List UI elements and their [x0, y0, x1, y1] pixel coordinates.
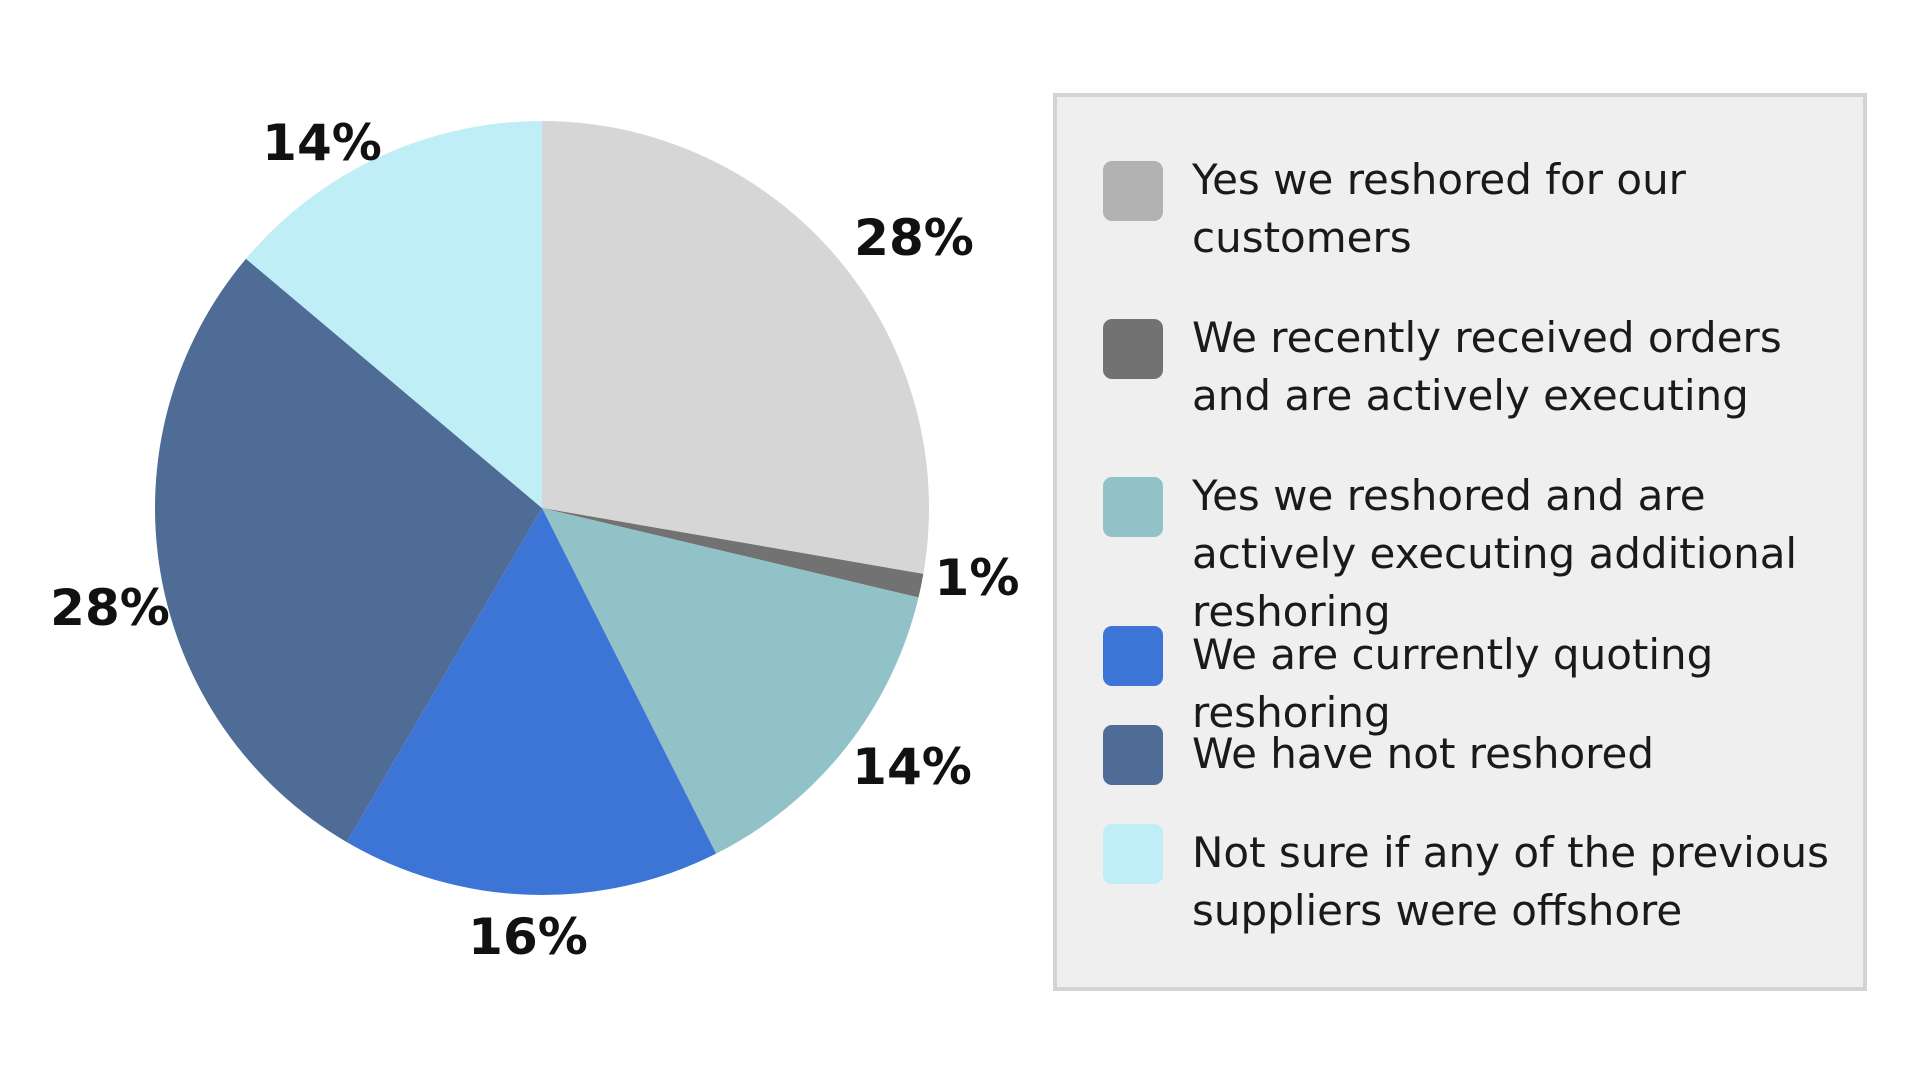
legend-label: We have not reshored	[1192, 729, 1655, 778]
legend-swatch	[1103, 626, 1163, 686]
pie-slices	[155, 121, 929, 895]
slice-reshored-and-executing-additional	[542, 508, 919, 854]
pie-chart: 28% 1% 14% 16% 28% 14%	[50, 114, 1019, 966]
slice-value-label: 14%	[262, 114, 382, 172]
legend-swatch	[1103, 319, 1163, 379]
legend-swatch	[1103, 161, 1163, 221]
legend-label: We are currently quoting reshoring	[1192, 630, 1714, 737]
slice-value-label: 16%	[468, 908, 588, 966]
slice-reshored-for-customers	[542, 121, 929, 574]
legend-label: Yes we reshored for our customers	[1192, 155, 1686, 262]
legend-label: Yes we reshored and are actively executi…	[1192, 471, 1798, 636]
legend-label: We recently received orders and are acti…	[1192, 313, 1782, 420]
slice-value-label: 28%	[50, 579, 170, 637]
slice-recently-received-orders	[542, 508, 924, 598]
legend: Yes we reshored for our customers We rec…	[1053, 93, 1867, 991]
slice-currently-quoting	[346, 508, 717, 895]
legend-swatch	[1103, 725, 1163, 785]
slice-have-not-reshored	[155, 258, 542, 843]
slice-not-sure	[245, 121, 542, 508]
legend-swatch	[1103, 477, 1163, 537]
legend-swatch	[1103, 824, 1163, 884]
pie-value-labels: 28% 1% 14% 16% 28% 14%	[50, 114, 1019, 966]
slice-value-label: 28%	[854, 209, 974, 267]
slice-value-label: 1%	[935, 549, 1020, 607]
slice-value-label: 14%	[852, 738, 972, 796]
legend-label: Not sure if any of the previous supplier…	[1192, 828, 1830, 935]
